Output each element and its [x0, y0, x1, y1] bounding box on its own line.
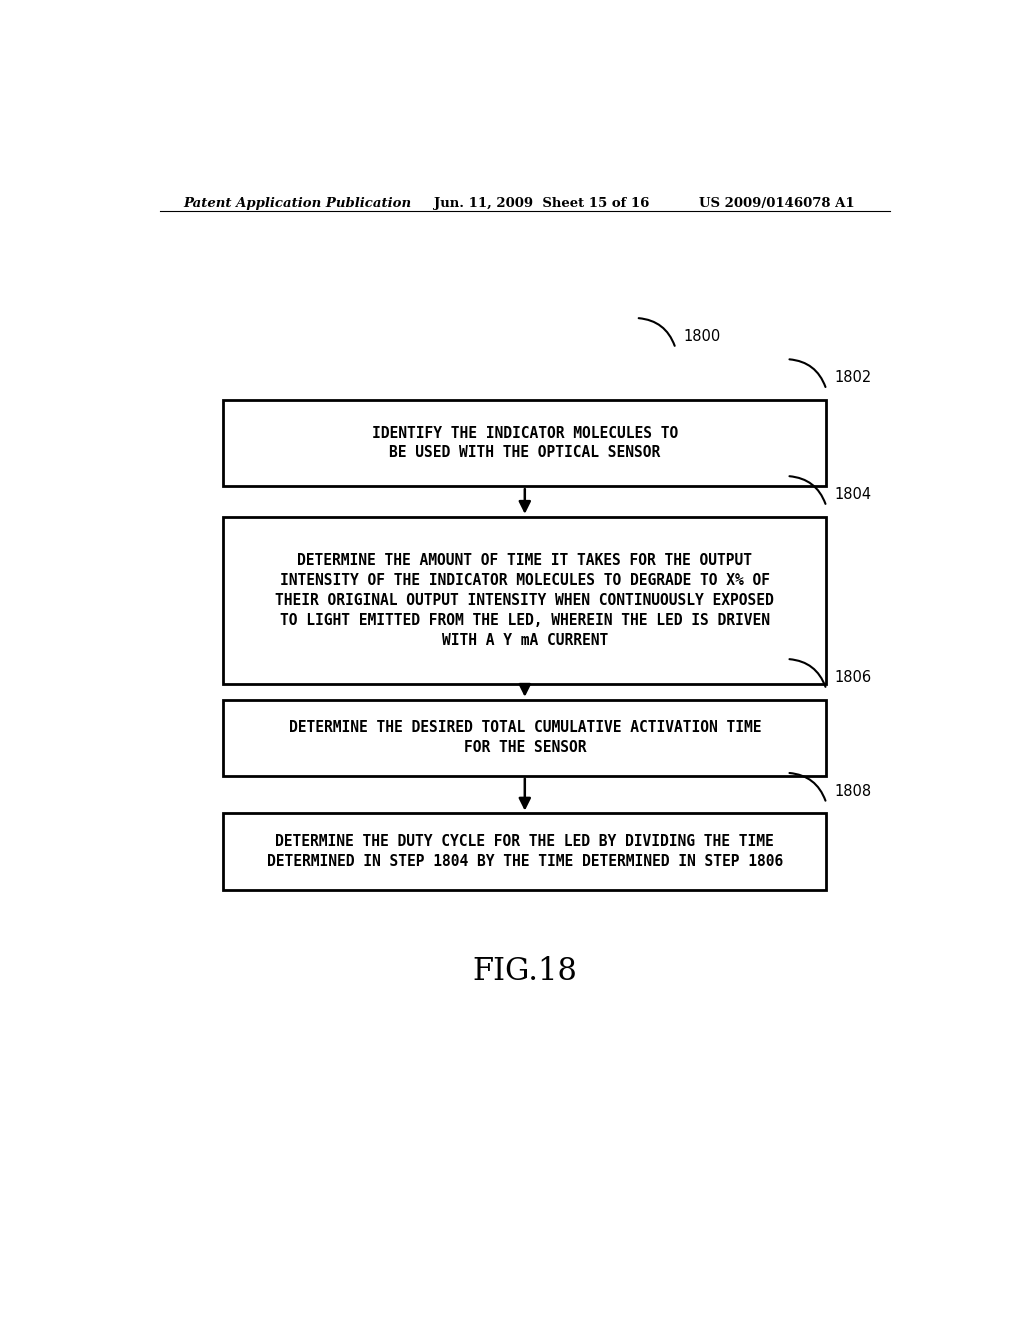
Text: 1800: 1800 [684, 329, 721, 343]
Bar [223, 516, 826, 684]
Text: IDENTIFY THE INDICATOR MOLECULES TO
BE USED WITH THE OPTICAL SENSOR: IDENTIFY THE INDICATOR MOLECULES TO BE U… [372, 425, 678, 461]
Text: DETERMINE THE DUTY CYCLE FOR THE LED BY DIVIDING THE TIME
DETERMINED IN STEP 180: DETERMINE THE DUTY CYCLE FOR THE LED BY … [266, 834, 783, 869]
Text: 1802: 1802 [835, 370, 871, 385]
Text: 1808: 1808 [835, 784, 871, 799]
Text: FIG.18: FIG.18 [472, 956, 578, 987]
Text: DETERMINE THE DESIRED TOTAL CUMULATIVE ACTIVATION TIME
FOR THE SENSOR: DETERMINE THE DESIRED TOTAL CUMULATIVE A… [289, 721, 761, 755]
Text: US 2009/0146078 A1: US 2009/0146078 A1 [699, 197, 855, 210]
Text: Patent Application Publication: Patent Application Publication [183, 197, 412, 210]
Text: 1806: 1806 [835, 669, 871, 685]
Text: 1804: 1804 [835, 487, 871, 502]
Bar [223, 700, 826, 776]
Text: DETERMINE THE AMOUNT OF TIME IT TAKES FOR THE OUTPUT
INTENSITY OF THE INDICATOR : DETERMINE THE AMOUNT OF TIME IT TAKES FO… [275, 553, 774, 648]
Bar [223, 813, 826, 890]
Text: Jun. 11, 2009  Sheet 15 of 16: Jun. 11, 2009 Sheet 15 of 16 [433, 197, 649, 210]
Bar [223, 400, 826, 486]
